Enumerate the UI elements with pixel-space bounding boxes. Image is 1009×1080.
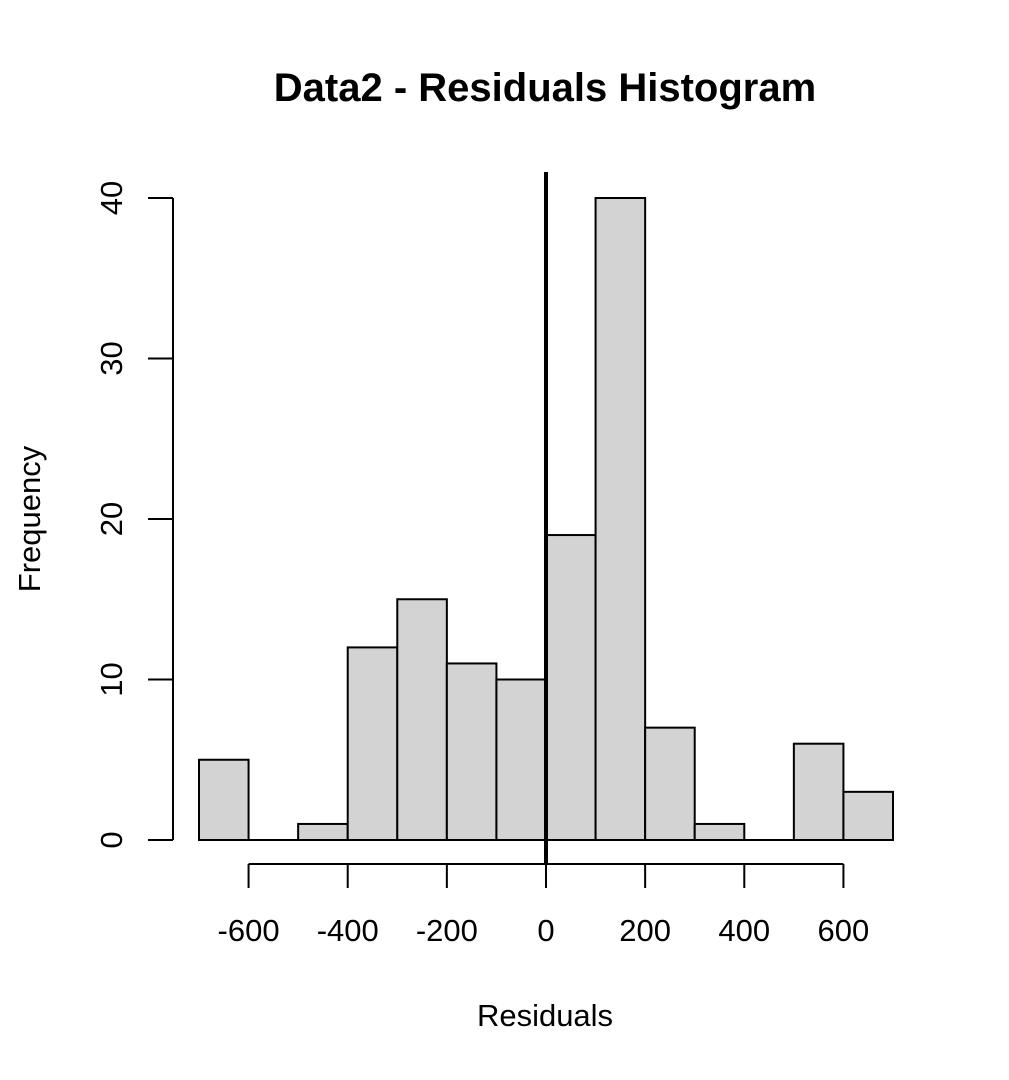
histogram-bar [545,534,597,841]
y-tick-label: 10 [94,662,129,696]
x-tick-label: 0 [537,913,554,948]
histogram-bar [297,822,349,842]
histogram-bar [792,742,845,842]
histogram-bar [445,662,498,842]
histogram-bar [495,678,547,841]
histogram-bars [198,197,895,842]
histogram-bar [594,197,647,841]
y-tick-label: 20 [94,502,129,536]
x-tick-label: 400 [718,913,770,948]
histogram-bar [346,646,399,842]
histogram-bar [693,822,746,842]
x-tick-label: -400 [317,913,379,948]
x-tick-label: 200 [619,913,671,948]
histogram-bar [198,758,250,841]
y-axis: 0 10 20 30 40 [94,181,174,849]
x-axis-label: Residuals [477,998,613,1033]
y-tick-label: 0 [94,831,129,848]
x-tick-label: 600 [818,913,870,948]
chart-title: Data2 - Residuals Histogram [274,66,816,110]
x-tick-label: -200 [416,913,478,948]
y-axis-label: Frequency [12,445,47,592]
x-tick-label: -600 [218,913,280,948]
y-tick-label: 30 [94,341,129,375]
histogram-bar [396,598,448,841]
histogram-bar [644,726,696,842]
y-tick-label: 40 [94,181,129,215]
histogram-bar [842,790,895,841]
x-axis: -600 -400 -200 0 200 400 600 [218,863,870,948]
